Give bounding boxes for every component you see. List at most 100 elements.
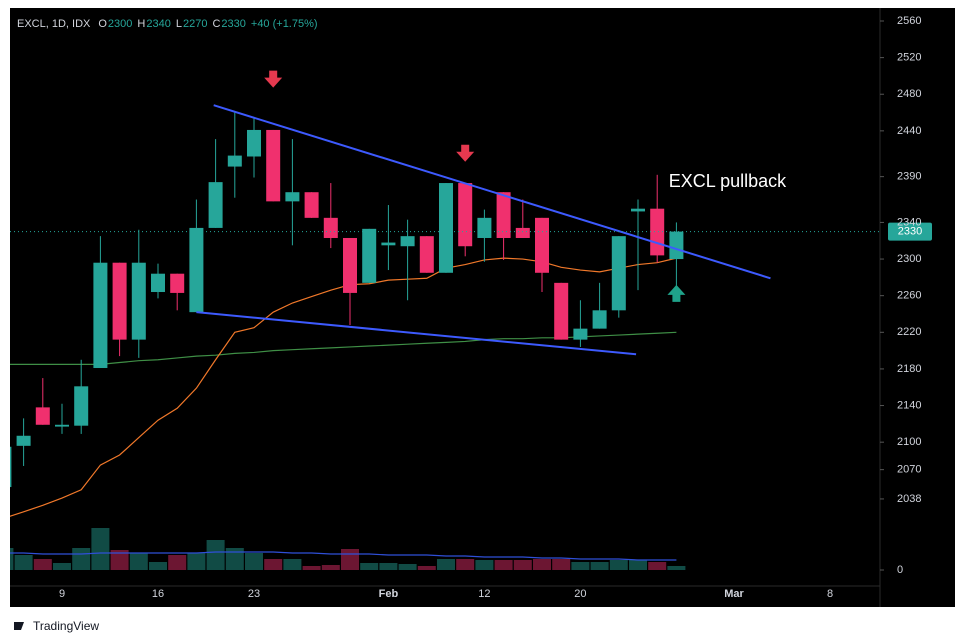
volume-bar xyxy=(129,553,148,570)
candle-body xyxy=(10,446,12,488)
y-tick-label: 2180 xyxy=(897,363,921,375)
candle-body xyxy=(573,328,588,340)
candle-body xyxy=(304,192,319,218)
volume-bar xyxy=(206,540,225,570)
volume-bar xyxy=(14,555,33,570)
candle-body xyxy=(400,236,415,247)
candle-body xyxy=(266,129,281,202)
candle-body xyxy=(381,242,396,246)
y-tick-label: 2140 xyxy=(897,399,921,411)
arrow-marker xyxy=(667,284,686,302)
candle-body xyxy=(343,237,357,293)
header-text: H xyxy=(137,18,145,30)
header-text: 2330 xyxy=(221,18,245,30)
header-text: 2270 xyxy=(183,18,207,30)
candle-body xyxy=(592,310,607,329)
volume-bar xyxy=(302,566,321,570)
y-tick-label: 2440 xyxy=(897,125,921,137)
candle-body xyxy=(554,282,569,340)
x-tick-label: 20 xyxy=(574,588,586,600)
header-text: O xyxy=(98,18,107,30)
header-text: EXCL, 1D, IDX xyxy=(17,18,91,30)
volume-bar xyxy=(341,549,359,570)
x-tick-label: 12 xyxy=(478,588,490,600)
brand: TradingView xyxy=(33,619,99,633)
y-tick-label: 2300 xyxy=(897,253,921,265)
volume-bar xyxy=(360,563,379,570)
volume-bar xyxy=(494,560,513,570)
annotation: EXCL pullback xyxy=(669,171,787,191)
last-price-label: 2330 xyxy=(898,225,922,237)
volume-bar xyxy=(590,562,609,570)
volume-bar xyxy=(609,560,628,570)
candle-body xyxy=(74,386,89,426)
volume-bar xyxy=(53,563,71,570)
last-price-tag xyxy=(888,222,932,241)
volume-bar xyxy=(629,560,647,570)
volume-bar xyxy=(149,562,167,570)
candle-body xyxy=(93,262,108,369)
brand-logo xyxy=(14,622,24,630)
ma-fast-line xyxy=(10,257,677,517)
volume-bar xyxy=(533,559,551,570)
trendline xyxy=(196,311,637,356)
candle-body xyxy=(112,262,127,340)
candle-body xyxy=(285,192,300,202)
volume-bar xyxy=(283,559,302,570)
candle-body xyxy=(611,236,626,311)
candle-body xyxy=(189,227,204,313)
volume-bar xyxy=(648,562,667,570)
arrow-marker xyxy=(264,70,283,88)
y-tick-label: 2560 xyxy=(897,15,921,27)
trendline xyxy=(213,104,771,280)
volume-bar xyxy=(10,548,14,570)
y-tick-label: 2220 xyxy=(897,326,921,338)
y-tick-label: 2520 xyxy=(897,52,921,64)
header-text: +40 (+1.75%) xyxy=(251,18,318,30)
candle-body xyxy=(515,227,530,238)
candle-body xyxy=(323,217,338,238)
volume-bar xyxy=(552,559,571,570)
volume-bar xyxy=(187,553,206,570)
volume-bar xyxy=(456,559,475,570)
volume-bar xyxy=(72,548,91,570)
volume-bar xyxy=(245,553,263,570)
y-tick-label: 2340 xyxy=(897,216,921,228)
overlay: EXCL pullback 2330 xyxy=(669,171,932,241)
arrow-marker xyxy=(456,144,475,162)
volume-bar xyxy=(264,559,283,570)
volume-bar xyxy=(91,528,110,570)
volume-bar xyxy=(437,559,455,570)
y-tick-label: 2390 xyxy=(897,171,921,183)
y-tick-label: 2038 xyxy=(897,493,921,505)
candle-body xyxy=(35,407,50,425)
volume-bar xyxy=(379,563,398,570)
header-text: L xyxy=(176,18,182,30)
volume-bar xyxy=(110,550,129,570)
y-tick-label: 2260 xyxy=(897,290,921,302)
volume-bar xyxy=(667,566,686,570)
plot xyxy=(10,70,771,570)
candle-body xyxy=(535,217,549,273)
header-text: 2340 xyxy=(146,18,170,30)
candle-body xyxy=(16,435,31,446)
candle-body xyxy=(419,236,434,273)
candle-body xyxy=(362,228,377,283)
volume-bar xyxy=(475,560,494,570)
x-tick-label: 23 xyxy=(248,588,260,600)
volume-bar xyxy=(513,560,532,570)
candle-body xyxy=(247,129,261,157)
candle-body xyxy=(496,192,511,238)
volume-bar xyxy=(321,565,340,570)
y-tick-label: 2070 xyxy=(897,464,921,476)
candle-body xyxy=(55,424,69,427)
volume-bar xyxy=(168,555,187,570)
candle-body xyxy=(458,183,473,247)
chart-area xyxy=(10,8,955,607)
y-tick-label: 2100 xyxy=(897,436,921,448)
candle-body xyxy=(669,231,684,260)
candle-body xyxy=(439,183,453,273)
x-tick-label: Mar xyxy=(724,588,744,600)
x-tick-label: 9 xyxy=(59,588,65,600)
candle-body xyxy=(227,155,242,167)
